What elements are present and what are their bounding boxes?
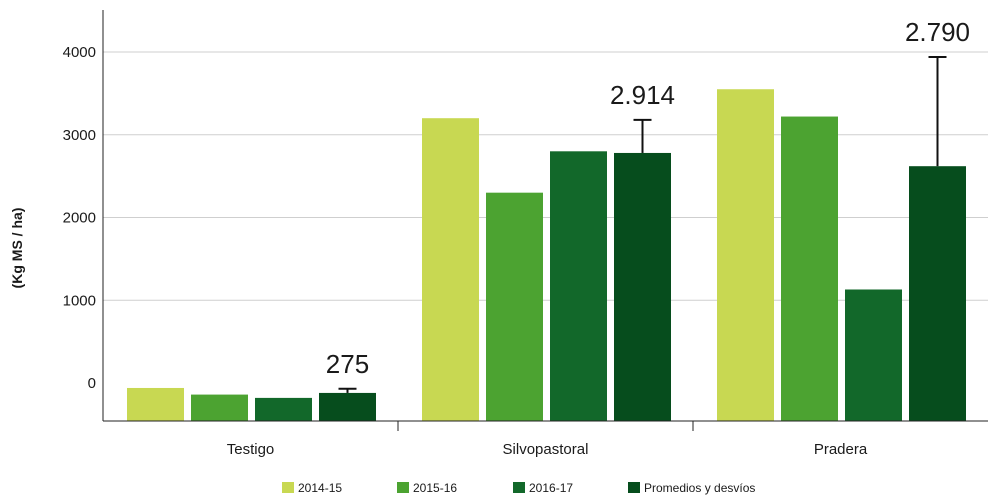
bars [127,89,966,422]
y-tick-label: 1000 [63,292,96,309]
data-label: 2.914 [610,80,675,110]
legend: 2014-15 2015-16 2016-17 Promedios y desvíos [282,481,755,495]
y-axis-ticks: 0 1000 2000 3000 4000 [63,44,96,392]
category-label: Silvopastoral [503,441,589,458]
bar [614,152,671,421]
bar [845,289,902,421]
y-tick-label: 3000 [63,127,96,144]
bar [781,116,838,422]
bar [255,397,312,421]
legend-label: 2015-16 [413,481,457,495]
bar [319,392,376,421]
bar [191,394,248,421]
bar [486,192,543,421]
bar [717,89,774,422]
y-tick-label: 2000 [63,210,96,227]
legend-swatch [513,482,525,493]
axes [102,10,988,431]
bar [909,166,966,421]
bar [550,151,607,422]
data-labels: 275 2.914 2.790 [326,17,970,379]
y-axis-label: (Kg MS / ha) [9,208,25,289]
category-label: Pradera [814,441,868,458]
legend-label: 2016-17 [529,481,573,495]
legend-swatch [397,482,409,493]
legend-label: Promedios y desvíos [644,481,755,495]
bar [422,118,479,421]
error-bars [338,55,947,393]
data-label: 275 [326,349,369,379]
x-axis-categories: Testigo Silvopastoral Pradera [227,441,868,458]
legend-swatch [628,482,640,493]
gridlines [103,51,988,301]
category-label: Testigo [227,441,275,458]
legend-swatch [282,482,294,493]
bar [127,387,184,421]
y-tick-label: 4000 [63,44,96,61]
legend-label: 2014-15 [298,481,342,495]
data-label: 2.790 [905,17,970,47]
y-tick-label: 0 [88,375,96,392]
